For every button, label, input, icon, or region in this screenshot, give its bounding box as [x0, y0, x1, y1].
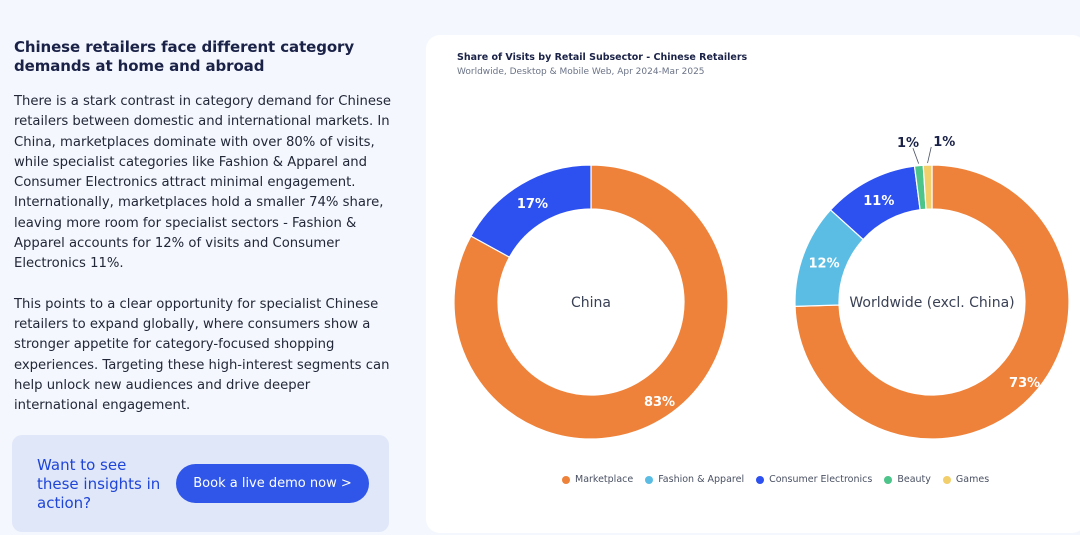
chart-card: Share of Visits by Retail Subsector - Ch… [426, 35, 1080, 533]
donut-center-label: Worldwide (excl. China) [849, 295, 1014, 311]
legend-item: Beauty [884, 474, 931, 485]
legend-item: Games [942, 474, 990, 485]
legend-label: Beauty [897, 474, 931, 485]
legend-swatch [645, 475, 654, 484]
legend-swatch [756, 475, 765, 484]
legend-swatch [562, 475, 570, 484]
data-label: 73% [1009, 376, 1040, 391]
legend-label: Fashion & Apparel [658, 474, 745, 485]
leader-line [927, 146, 932, 164]
legend-item: Consumer Electronics [756, 474, 872, 485]
legend-swatch [942, 475, 951, 484]
data-label: 1% [933, 135, 955, 150]
chart-title: Share of Visits by Retail Subsector - Ch… [457, 52, 748, 63]
leader-line [912, 148, 920, 164]
legend-label: Games [955, 474, 990, 485]
data-label: 12% [809, 256, 840, 271]
legend-item: Marketplace [562, 474, 633, 485]
data-label: 1% [897, 136, 919, 151]
data-label: 11% [863, 194, 894, 209]
donut-charts: 83% 17% China 73% 12% 11% 1% 1% Worldwide (excl.… [453, 135, 1070, 440]
data-label: 17% [517, 197, 548, 212]
article: Chinese retailers face different categor… [14, 38, 394, 416]
article-paragraph: This points to a clear opportunity for s… [14, 296, 390, 414]
donut-slice-consumer-electronics [470, 164, 592, 259]
chart-subtitle: Worldwide, Desktop & Mobile Web, Apr 202… [457, 67, 705, 77]
data-label: 83% [644, 395, 675, 410]
legend-label: Marketplace [575, 474, 634, 485]
donut-slice-marketplace [453, 164, 729, 440]
book-demo-button[interactable]: Book a live demo now > [176, 464, 369, 503]
chart-legend: Marketplace Fashion & Apparel Consumer Ele… [562, 474, 989, 485]
donut-slice-marketplace [794, 164, 1070, 440]
legend-swatch [884, 475, 893, 484]
legend-label: Consumer Electronics [769, 474, 873, 485]
cta-text: Want to see these insights in action? [37, 456, 161, 512]
donut-center-label: China [571, 295, 611, 311]
legend-item: Fashion & Apparel [645, 474, 744, 485]
article-heading: Chinese retailers face different categor… [14, 38, 355, 75]
article-paragraph: There is a stark contrast in category de… [14, 94, 391, 272]
cta-panel: Want to see these insights in action? Bo… [12, 435, 389, 532]
donut-slice-games [922, 164, 933, 210]
